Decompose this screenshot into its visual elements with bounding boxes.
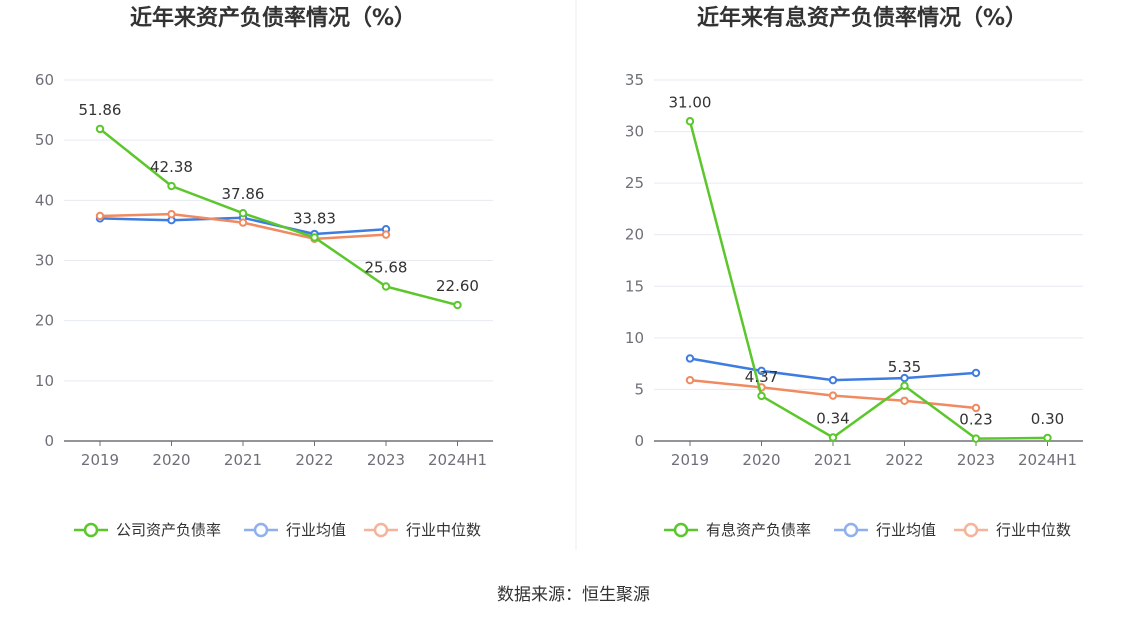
y-tick-label: 20 bbox=[35, 312, 54, 330]
data-point bbox=[971, 403, 981, 413]
data-label: 0.30 bbox=[1031, 410, 1064, 428]
data-point bbox=[238, 209, 248, 218]
x-tick-label: 2022 bbox=[885, 451, 923, 469]
y-tick-label: 10 bbox=[625, 329, 644, 347]
data-point bbox=[381, 230, 391, 239]
series-line bbox=[688, 120, 1048, 440]
data-point bbox=[453, 300, 462, 310]
x-tick-label: 2023 bbox=[957, 451, 995, 469]
data-label: 51.86 bbox=[79, 101, 122, 119]
y-tick-label: 50 bbox=[35, 131, 54, 149]
chart-asset-liability-ratio: 近年来资产负债率情况（%） 0 10 20 30 40 50 60 2019 2020 2021 20… bbox=[35, 5, 493, 539]
data-label: 42.38 bbox=[150, 158, 193, 176]
x-tick-label: 2024H1 bbox=[428, 451, 487, 469]
y-tick-label: 0 bbox=[44, 432, 54, 450]
y-tick-label: 40 bbox=[35, 191, 54, 209]
data-point bbox=[95, 124, 105, 134]
data-point bbox=[828, 433, 838, 442]
y-tick-label: 35 bbox=[625, 71, 644, 89]
legend-label: 行业中位数 bbox=[406, 521, 481, 539]
data-point bbox=[971, 368, 981, 378]
data-point bbox=[828, 375, 838, 385]
x-tick-label: 2024H1 bbox=[1018, 451, 1077, 469]
legend-label: 行业均值 bbox=[286, 521, 346, 539]
data-label: 37.86 bbox=[222, 185, 265, 203]
data-label: 22.60 bbox=[436, 277, 479, 295]
y-tick-label: 15 bbox=[625, 277, 644, 295]
x-tick-label: 2022 bbox=[295, 451, 333, 469]
data-point bbox=[1043, 433, 1052, 443]
legend-label: 有息资产负债率 bbox=[706, 521, 811, 539]
legend-swatch-marker bbox=[83, 522, 99, 538]
legend-label: 公司资产负债率 bbox=[116, 521, 221, 539]
data-point bbox=[685, 375, 695, 385]
data-point bbox=[685, 354, 695, 363]
data-label: 0.23 bbox=[959, 411, 992, 429]
data-label: 25.68 bbox=[365, 258, 408, 276]
data-point bbox=[167, 181, 176, 191]
y-tick-label: 10 bbox=[35, 372, 54, 390]
x-tick-label: 2021 bbox=[224, 451, 262, 469]
y-tick-label: 25 bbox=[625, 174, 644, 192]
data-point bbox=[900, 373, 909, 383]
data-point bbox=[757, 391, 766, 401]
data-point bbox=[310, 233, 319, 242]
legend-swatch-marker bbox=[373, 522, 389, 538]
source-footer: 数据来源：恒生聚源 bbox=[497, 585, 650, 605]
data-point bbox=[95, 211, 105, 221]
data-point bbox=[167, 209, 176, 219]
data-point bbox=[971, 434, 981, 443]
legend-swatch-marker bbox=[253, 522, 269, 538]
data-point bbox=[757, 366, 766, 376]
y-tick-label: 20 bbox=[625, 226, 644, 244]
legend-swatch-marker bbox=[843, 522, 859, 538]
legend-label: 行业中位数 bbox=[996, 521, 1071, 539]
chart-title: 近年来有息资产负债率情况（%） bbox=[697, 5, 1027, 31]
y-tick-label: 30 bbox=[625, 123, 644, 141]
x-tick-label: 2023 bbox=[367, 451, 405, 469]
legend-swatch-marker bbox=[673, 522, 689, 538]
series-line bbox=[99, 127, 458, 307]
x-tick-label: 2020 bbox=[742, 451, 780, 469]
data-point bbox=[828, 391, 838, 400]
data-point bbox=[900, 381, 909, 391]
y-tick-label: 5 bbox=[634, 380, 644, 398]
data-label: 4.37 bbox=[745, 368, 778, 386]
y-tick-label: 0 bbox=[634, 432, 644, 450]
chart-interest-bearing-liability-ratio: 近年来有息资产负债率情况（%） 0 5 10 15 20 25 30 35 2019 2020 202… bbox=[625, 5, 1083, 539]
data-label: 5.35 bbox=[888, 358, 921, 376]
legend-swatch-marker bbox=[963, 522, 979, 538]
y-tick-label: 60 bbox=[35, 71, 54, 89]
x-tick-label: 2019 bbox=[671, 451, 709, 469]
x-tick-label: 2019 bbox=[81, 451, 119, 469]
legend-label: 行业均值 bbox=[876, 521, 936, 539]
data-label: 31.00 bbox=[669, 93, 712, 111]
x-tick-label: 2020 bbox=[152, 451, 190, 469]
data-point bbox=[900, 396, 909, 405]
data-point bbox=[238, 218, 248, 227]
x-tick-label: 2021 bbox=[814, 451, 852, 469]
data-label: 33.83 bbox=[293, 209, 336, 227]
chart-title: 近年来资产负债率情况（%） bbox=[130, 5, 416, 31]
y-tick-label: 30 bbox=[35, 252, 54, 270]
data-label: 0.34 bbox=[816, 409, 849, 427]
data-point bbox=[381, 282, 391, 291]
data-point bbox=[685, 117, 695, 126]
